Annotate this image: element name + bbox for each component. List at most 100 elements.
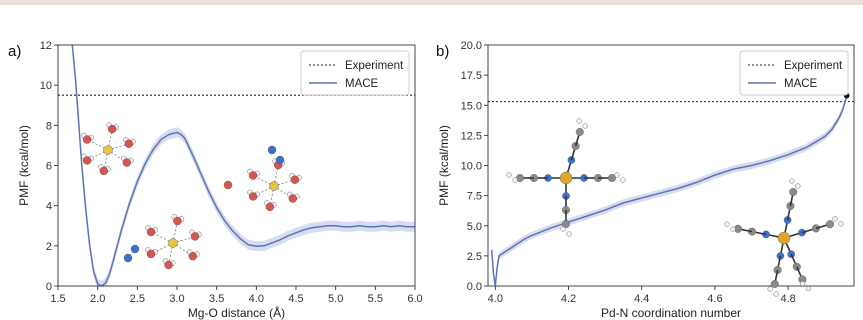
panel-b-xtick-label: 4.6 [707,293,722,305]
panel-b-ytick-label: 20.0 [461,40,482,52]
pd-penta-inset [724,178,844,297]
pd-tetra-pd-atom [559,171,573,185]
pd-tetra-inset [506,118,626,237]
panel-a-ytick-label: 4 [46,201,52,213]
pd-tetra-hydrogen-atom [582,123,588,129]
panel-b-chart: b) 4.0 4.2 4.4 4.6 4.8 0.0 2.5 5.0 7.5 10.0 12.5 15.… [436,40,855,320]
pd-tetra-hydrogen-atom [620,177,626,183]
mg-pentaaqua-inset [123,214,202,270]
pd-tetra-hydrogen-atom [506,172,512,178]
panel-b-legend-box [739,50,849,96]
anion-nitrogen-atom [267,145,277,155]
panel-a-mace-line [71,45,415,286]
panel-b-mace-line [490,95,848,286]
panel-a-ytick-label: 0 [46,281,52,293]
mg-pentaaqua-mg-atom [168,238,178,248]
panel-b-ytick-label: 10.0 [461,161,482,173]
pd-penta-hydrogen-atom [838,221,844,227]
mg-hexaaqua-oxygen-atom [99,166,109,176]
panel-a-ytick-label: 12 [40,40,52,52]
mg-separated-mg-atom [269,181,279,191]
panel-a-xtick-label: 3.0 [169,293,184,305]
molecule-insets [81,118,844,297]
panel-b-ytick-label: 0.0 [467,281,482,293]
mg-pentaaqua-oxygen-atom [188,252,198,261]
panel-a-xtick-label: 4.5 [288,293,303,305]
mg-separated-oxygen-atom [248,192,258,201]
mg-separated-oxygen-atom [265,202,275,212]
panel-a-xtick-label: 5.5 [368,293,383,305]
mg-separated-oxygen-atom [290,175,300,184]
panel-b-xtick-label: 4.4 [634,293,649,305]
pd-penta-carbon-atom [770,280,779,289]
panel-a-ytick-label: 2 [46,241,52,253]
pd-tetra-hydrogen-atom [566,231,572,237]
top-border-strip [0,0,863,5]
pd-penta-hydrogen-atom [805,286,812,292]
panel-a-xtick-label: 5.0 [328,293,343,305]
mg-pentaaqua-oxygen-atom [190,232,200,241]
pd-tetra-hydrogen-atom [560,226,566,232]
mg-pentaaqua-oxygen-atom [164,260,173,270]
panel-b-ytick-label: 15.0 [461,100,482,112]
pd-penta-hydrogen-atom [832,216,838,222]
pd-penta-carbon-atom [789,187,798,196]
panel-a-xtick-label: 2.5 [130,293,145,305]
panel-b-uncertainty-band [491,92,847,286]
mg-pentaaqua-oxygen-atom [146,249,156,259]
pd-penta-hydrogen-atom [789,178,795,184]
mg-separated-oxygen-atom [288,194,298,203]
panel-b-ytick-label: 5.0 [467,221,482,233]
panel-b-label: b) [436,43,449,60]
panel-a-x-axis-label: Mg-O distance (Å) [188,305,285,320]
panel-b-ytick-label: 7.5 [467,191,482,203]
panel-a-xtick-label: 4.0 [249,293,264,305]
panel-a-label: a) [8,43,21,60]
panel-a-xtick-label: 6.0 [407,293,422,305]
pd-penta-hydrogen-atom [724,221,730,227]
mg-pentaaqua-oxygen-atom [173,216,182,226]
panel-a-xtick-label: 3.5 [209,293,224,305]
mg-separated-oxygen-atom [248,171,258,180]
pd-penta-hydrogen-atom [767,286,773,292]
panel-b-ytick-label: 12.5 [461,130,482,142]
panel-a-ytick-label: 10 [40,80,52,92]
panel-b-xtick-label: 4.8 [780,293,795,305]
panel-b-ytick-label: 17.5 [461,70,482,82]
panel-b-y-axis-label: PMF (kcal/mol) [437,125,451,206]
pd-penta-hydrogen-atom [795,183,801,189]
panel-a-ytick-label: 8 [46,120,52,132]
pd-tetra-hydrogen-atom [614,172,620,178]
pd-tetra-carbon-atom [575,127,584,136]
pd-penta-hydrogen-atom [730,226,736,232]
anion-nitrogen-atom [123,253,133,263]
pd-tetra-hydrogen-atom [576,118,582,124]
panel-b-xtick-label: 4.2 [561,293,576,305]
mg-pentaaqua-oxygen-atom [146,227,156,237]
pd-penta-hydrogen-atom [799,281,806,287]
panel-b-ytick-label: 2.5 [467,251,482,263]
pd-tetra-hydrogen-atom [512,177,518,183]
pd-penta-hydrogen-atom [773,291,779,297]
anion-nitrogen-atom [275,155,285,165]
panel-b-legend-experiment-label: Experiment [784,60,843,72]
panel-a-xtick-label: 1.5 [50,293,65,305]
panel-b-xtick-label: 4.0 [488,293,503,305]
mg-hexaaqua-oxygen-atom [124,139,134,148]
panel-a-ytick-label: 6 [46,161,52,173]
mg-hexaaqua-oxygen-atom [107,124,117,134]
mg-hexaaqua-oxygen-atom [122,158,132,167]
mg-hexaaqua-inset [81,122,136,176]
panel-b-plot-area [488,92,854,286]
mg-hexaaqua-oxygen-atom [82,135,92,144]
panel-a-y-axis-label: PMF (kcal/mol) [17,125,31,206]
mg-hexaaqua-mg-atom [103,145,113,155]
panel-b-legend-mace-label: MACE [784,78,818,90]
pd-penta-pd-atom [777,231,791,245]
panel-b-x-axis-label: Pd-N coordination number [601,306,741,320]
mg-separated-inset [223,145,302,212]
panel-a-chart: a) 1.5 2.0 2.5 3.0 3.5 4.0 4.5 5.0 5.5 6.0 0 2 4 6 8 10 1… [8,40,423,320]
panel-a-legend-experiment-label: Experiment [345,60,404,72]
free-water-oxygen [223,180,233,190]
